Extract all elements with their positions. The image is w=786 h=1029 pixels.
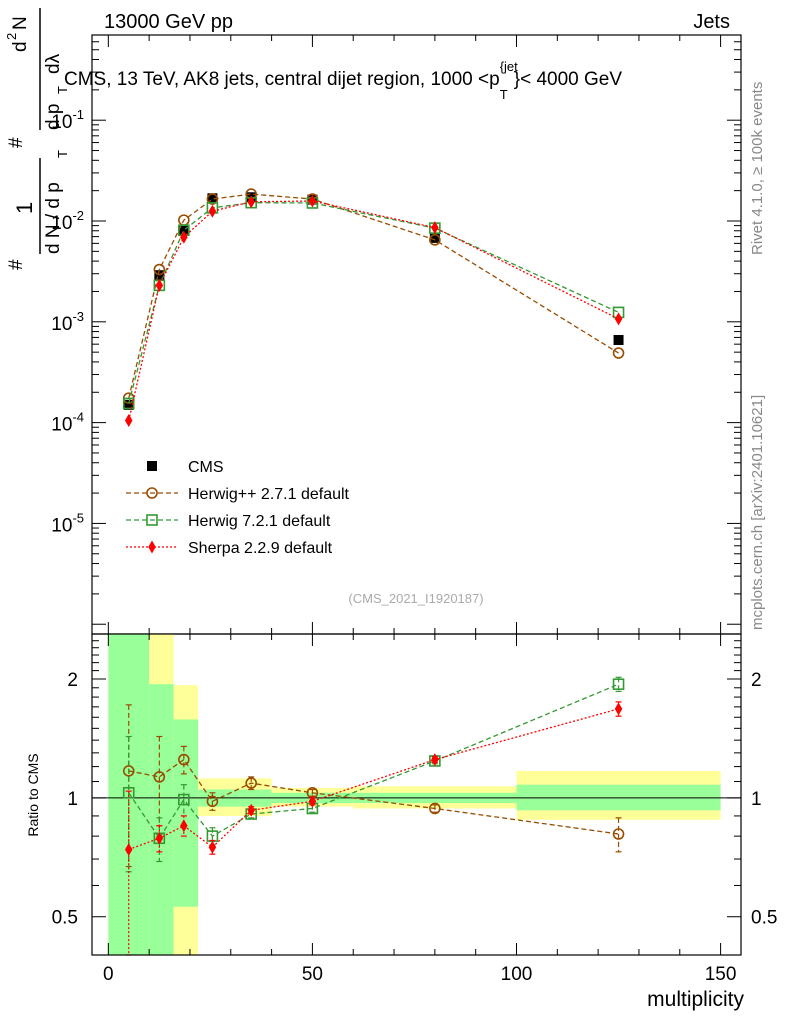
data-point-3-0 — [124, 413, 133, 427]
y-label-dn-dpt: d N / d p — [43, 182, 64, 254]
stat-uncertainty-band-1 — [149, 684, 174, 955]
plot-title-sub: T — [500, 87, 508, 102]
ratio-y-tick-label-right: 1 — [751, 789, 762, 810]
ratio-point-1-2 — [178, 793, 190, 806]
energy-label: 13000 GeV pp — [104, 11, 233, 33]
ratio-point-2-6 — [431, 753, 439, 767]
ratio-point-0-4 — [245, 777, 257, 789]
data-point-3-6 — [431, 221, 439, 235]
y-label-sub-t-2: T — [55, 86, 70, 94]
data-point-1-7 — [612, 347, 625, 359]
ratio-point-2-2 — [180, 819, 188, 833]
y-label-n: N — [10, 16, 31, 30]
data-point-0-3 — [207, 193, 218, 204]
y-tick-label: 10-2 — [51, 208, 84, 234]
x-tick-label: 150 — [705, 964, 737, 985]
x-axis-label: multiplicity — [647, 988, 744, 1011]
plot-title-end: }< 4000 GeV — [514, 69, 623, 90]
ratio-point-0-0 — [122, 765, 135, 777]
ratio-point-0-2 — [178, 753, 190, 766]
x-tick-label: 100 — [501, 964, 533, 985]
legend-label-0: CMS — [188, 459, 224, 476]
ratio-y-tick-label-right: 0.5 — [751, 908, 777, 929]
stat-uncertainty-band-2 — [173, 719, 199, 907]
data-point-3-1 — [155, 278, 164, 292]
ratio-point-0-1 — [153, 771, 166, 783]
rivet-label: Rivet 4.1.0, ≥ 100k events — [749, 82, 766, 255]
y-label-one: 1 — [12, 202, 37, 214]
ratio-y-tick-label-right: 2 — [751, 670, 762, 691]
data-point-0-6 — [429, 232, 440, 243]
data-point-1-6 — [429, 234, 441, 246]
y-label-dpt: d p — [43, 104, 64, 130]
ratio-y-tick-label-left: 2 — [67, 670, 78, 691]
ratio-line-1 — [128, 683, 619, 840]
ratio-point-2-0 — [124, 843, 133, 857]
ratio-point-1-0 — [122, 786, 135, 799]
data-point-0-2 — [178, 224, 189, 235]
legend: CMS Herwig++ 2.7.1 default Herwig 7.2.1 de… — [126, 459, 350, 557]
legend-marker-0 — [147, 461, 157, 471]
data-point-3-7 — [614, 312, 623, 326]
y-label-sub-t-1: T — [55, 150, 70, 158]
analysis-id: (CMS_2021_I1920187) — [348, 591, 483, 606]
data-point-3-2 — [180, 230, 188, 244]
y-label-d: d — [10, 41, 31, 52]
data-point-3-4 — [247, 195, 255, 209]
category-label: Jets — [693, 11, 730, 33]
y-label-dlambda: dλ — [43, 53, 64, 74]
data-point-2-0 — [122, 397, 135, 410]
ratio-point-0-6 — [429, 802, 441, 815]
data-point-1-3 — [206, 193, 219, 205]
plot-title: CMS, 13 TeV, AK8 jets, central dijet reg… — [64, 59, 622, 102]
x-tick-label: 0 — [103, 964, 114, 985]
x-tick-label: 50 — [302, 964, 323, 985]
source-label: mcplots.cern.ch [arXiv:2401.10621] — [749, 395, 766, 630]
ratio-point-2-7 — [614, 702, 623, 716]
y-label-hash-2: # — [6, 137, 27, 148]
plot-title-main: CMS, 13 TeV, AK8 jets, central dijet reg… — [64, 69, 500, 90]
legend-label-1: Herwig++ 2.7.1 default — [188, 486, 350, 503]
ratio-plot-area: 0 50 100 150 0.5 0.5 1 1 2 2 — [52, 633, 777, 985]
data-point-0-7 — [613, 334, 624, 345]
legend-marker-2 — [146, 514, 158, 526]
ratio-line-2 — [128, 708, 619, 851]
ratio-y-tick-label-left: 1 — [67, 789, 78, 810]
data-point-3-3 — [208, 204, 217, 218]
data-point-1-1 — [153, 263, 166, 276]
y-tick-label: 10-4 — [51, 410, 84, 436]
y-label-sup-2: 2 — [4, 33, 19, 40]
ratio-point-2-5 — [308, 794, 317, 808]
legend-marker-1 — [146, 487, 158, 499]
data-point-0-0 — [123, 399, 134, 410]
ratio-frame — [91, 633, 742, 956]
ratio-point-2-1 — [155, 831, 164, 845]
ratio-point-2-3 — [208, 840, 217, 854]
ratio-y-axis-label: Ratio to CMS — [25, 753, 41, 836]
series-line-1 — [128, 193, 619, 399]
ratio-y-tick-label-left: 0.5 — [52, 908, 78, 929]
y-tick-label: 10-1 — [51, 107, 84, 133]
legend-label-3: Sherpa 2.2.9 default — [188, 540, 333, 557]
ratio-point-0-3 — [206, 795, 219, 808]
plot-title-sup: {jet — [500, 59, 518, 74]
legend-marker-3 — [148, 540, 156, 554]
ratio-point-2-4 — [247, 803, 255, 817]
y-tick-label: 10-5 — [51, 510, 84, 536]
y-tick-label: 10-3 — [51, 309, 84, 335]
main-y-axis-label: # 1 d N / d p T # d 2 N d p T dλ — [4, 8, 70, 270]
ratio-point-0-7 — [612, 828, 625, 840]
data-point-3-5 — [308, 194, 317, 208]
legend-label-2: Herwig 7.2.1 default — [188, 513, 331, 530]
series-line-3 — [128, 200, 619, 421]
y-label-hash-1: # — [6, 259, 27, 270]
ratio-point-1-7 — [612, 678, 625, 691]
